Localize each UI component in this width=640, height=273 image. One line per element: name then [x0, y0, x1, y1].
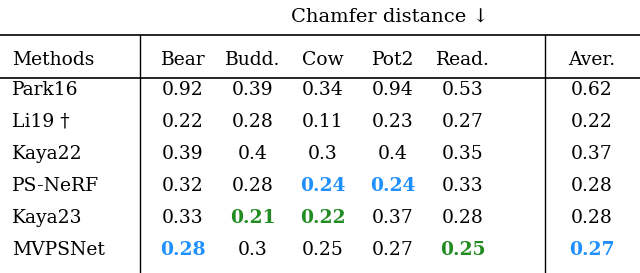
Text: Park16: Park16 — [12, 81, 79, 99]
Text: 0.25: 0.25 — [302, 241, 344, 259]
Text: 0.37: 0.37 — [571, 145, 613, 163]
Text: 0.22: 0.22 — [162, 113, 204, 131]
Text: MVPSNet: MVPSNet — [12, 241, 105, 259]
Text: 0.53: 0.53 — [442, 81, 484, 99]
Text: 0.33: 0.33 — [442, 177, 484, 195]
Text: 0.28: 0.28 — [232, 113, 274, 131]
Text: Bear: Bear — [161, 51, 205, 69]
Text: Chamfer distance ↓: Chamfer distance ↓ — [291, 8, 489, 26]
Text: 0.37: 0.37 — [372, 209, 414, 227]
Text: 0.27: 0.27 — [372, 241, 414, 259]
Text: Kaya23: Kaya23 — [12, 209, 83, 227]
Text: 0.24: 0.24 — [371, 177, 416, 195]
Text: Budd.: Budd. — [225, 51, 281, 69]
Text: 0.39: 0.39 — [162, 145, 204, 163]
Text: Li19 †: Li19 † — [12, 113, 70, 131]
Text: 0.32: 0.32 — [162, 177, 204, 195]
Text: 0.3: 0.3 — [238, 241, 268, 259]
Text: Pot2: Pot2 — [372, 51, 414, 69]
Text: 0.23: 0.23 — [372, 113, 414, 131]
Text: 0.27: 0.27 — [569, 241, 615, 259]
Text: Methods: Methods — [12, 51, 94, 69]
Text: 0.3: 0.3 — [308, 145, 338, 163]
Text: 0.11: 0.11 — [302, 113, 344, 131]
Text: 0.25: 0.25 — [440, 241, 486, 259]
Text: 0.33: 0.33 — [162, 209, 204, 227]
Text: 0.4: 0.4 — [378, 145, 408, 163]
Text: 0.28: 0.28 — [232, 177, 274, 195]
Text: 0.27: 0.27 — [442, 113, 484, 131]
Text: 0.92: 0.92 — [162, 81, 204, 99]
Text: 0.28: 0.28 — [571, 177, 613, 195]
Text: Read.: Read. — [436, 51, 490, 69]
Text: 0.22: 0.22 — [571, 113, 613, 131]
Text: 0.24: 0.24 — [300, 177, 346, 195]
Text: 0.22: 0.22 — [300, 209, 346, 227]
Text: 0.4: 0.4 — [238, 145, 268, 163]
Text: 0.94: 0.94 — [372, 81, 414, 99]
Text: Cow: Cow — [302, 51, 344, 69]
Text: 0.28: 0.28 — [160, 241, 206, 259]
Text: 0.21: 0.21 — [230, 209, 276, 227]
Text: Aver.: Aver. — [568, 51, 616, 69]
Text: 0.39: 0.39 — [232, 81, 274, 99]
Text: 0.28: 0.28 — [571, 209, 613, 227]
Text: PS-NeRF: PS-NeRF — [12, 177, 99, 195]
Text: 0.35: 0.35 — [442, 145, 484, 163]
Text: Kaya22: Kaya22 — [12, 145, 83, 163]
Text: 0.62: 0.62 — [571, 81, 613, 99]
Text: 0.34: 0.34 — [302, 81, 344, 99]
Text: 0.28: 0.28 — [442, 209, 484, 227]
